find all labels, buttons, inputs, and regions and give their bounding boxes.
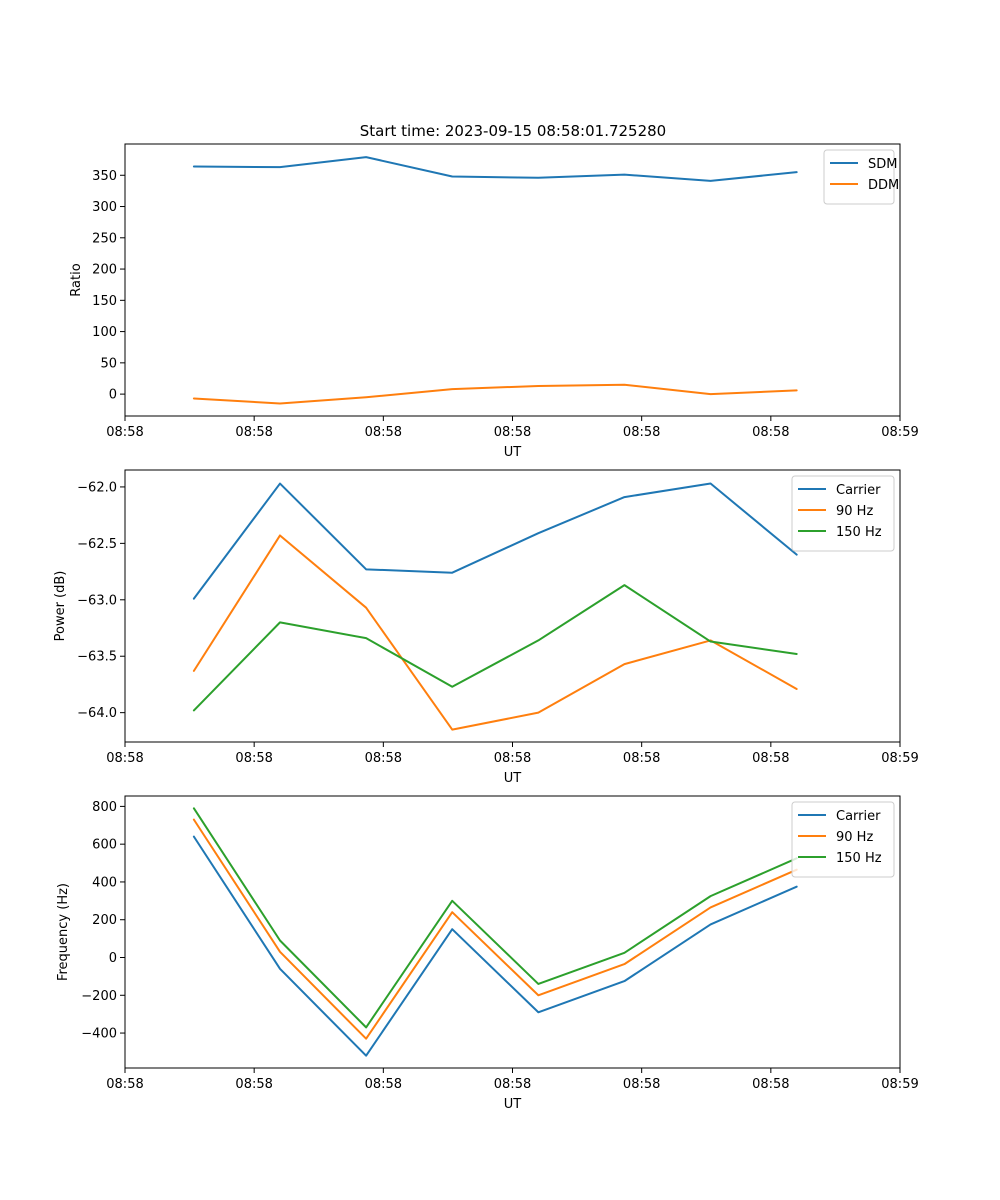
panel-power: 08:58 08:58 08:58 08:58 08:58 08:58 08:59 −64.0… (53, 469, 919, 786)
series-line-carrier (192, 835, 798, 1057)
y-axis-label: Power (dB) (53, 571, 68, 642)
x-tick-label: 08:59 (881, 425, 918, 440)
x-tick-label: 08:58 (365, 1077, 402, 1092)
y-axis-label: Frequency (Hz) (56, 883, 71, 981)
x-axis-label: UT (504, 1097, 522, 1112)
y-tick-label: −400 (81, 1027, 117, 1042)
x-tick-label: 08:58 (494, 1077, 531, 1092)
series-line-150-hz (192, 584, 798, 712)
legend-label: 90 Hz (836, 830, 873, 845)
y-tick-label: 150 (92, 294, 117, 309)
y-tick-label: 0 (109, 388, 117, 403)
legend-label: 150 Hz (836, 525, 882, 540)
legend-box (791, 475, 895, 552)
x-tick-label: 08:58 (623, 425, 660, 440)
legend-label: Carrier (836, 483, 881, 498)
x-tick-label: 08:58 (752, 425, 789, 440)
y-tick-label: 800 (92, 800, 117, 815)
panel-frequency: 08:58 08:58 08:58 08:58 08:58 08:58 08:59 −400 −… (56, 795, 919, 1112)
series-line-90-hz (192, 818, 798, 1040)
y-tick-label: 100 (92, 325, 117, 340)
legend-label: 150 Hz (836, 851, 882, 866)
legend-label: Carrier (836, 809, 881, 824)
y-tick-label: 300 (92, 200, 117, 215)
y-tick-label: 0 (109, 951, 117, 966)
legend: SDM DDM (823, 149, 899, 205)
series-line-sdm (192, 156, 798, 182)
x-axis-label: UT (504, 771, 522, 786)
y-tick-label: 250 (92, 231, 117, 246)
x-tick-label: 08:58 (235, 425, 272, 440)
plot-frame (124, 795, 901, 1069)
y-tick-label: −200 (81, 989, 117, 1004)
x-tick-label: 08:58 (494, 425, 531, 440)
x-tick-label: 08:58 (623, 751, 660, 766)
series-line-ddm (192, 383, 798, 405)
legend: Carrier 90 Hz 150 Hz (791, 801, 895, 878)
x-tick-label: 08:58 (365, 425, 402, 440)
y-tick-label: 400 (92, 875, 117, 890)
panel-ratio: 08:58 08:58 08:58 08:58 08:58 08:58 08:59 0 50 10… (69, 143, 919, 460)
panels: 08:58 08:58 08:58 08:58 08:58 08:58 08:59 0 50 10… (53, 143, 919, 1112)
x-axis-label: UT (504, 445, 522, 460)
y-tick-label: −64.0 (77, 706, 117, 721)
y-tick-label: −62.5 (77, 537, 117, 552)
legend-box (791, 801, 895, 878)
x-tick-label: 08:58 (235, 751, 272, 766)
y-tick-label: −63.0 (77, 593, 117, 608)
x-tick-label: 08:58 (494, 751, 531, 766)
x-tick-label: 08:58 (752, 1077, 789, 1092)
x-tick-label: 08:59 (881, 1077, 918, 1092)
y-tick-label: 200 (92, 913, 117, 928)
series-line-carrier (192, 482, 798, 600)
y-tick-label: 600 (92, 838, 117, 853)
x-tick-label: 08:58 (365, 751, 402, 766)
y-axis-label: Ratio (69, 263, 84, 296)
x-tick-label: 08:58 (106, 1077, 143, 1092)
series-line-150-hz (192, 807, 798, 1029)
y-tick-label: 350 (92, 169, 117, 184)
plot-frame (124, 469, 901, 743)
x-tick-label: 08:59 (881, 751, 918, 766)
legend: Carrier 90 Hz 150 Hz (791, 475, 895, 552)
figure-title: Start time: 2023-09-15 08:58:01.725280 (360, 122, 666, 140)
legend-label: SDM (868, 157, 897, 172)
legend-label: 90 Hz (836, 504, 873, 519)
x-tick-label: 08:58 (235, 1077, 272, 1092)
x-tick-label: 08:58 (623, 1077, 660, 1092)
x-tick-label: 08:58 (752, 751, 789, 766)
y-tick-label: 50 (100, 356, 117, 371)
y-tick-label: 200 (92, 263, 117, 278)
y-tick-label: −63.5 (77, 650, 117, 665)
legend-label: DDM (868, 178, 899, 193)
series-line-90-hz (192, 534, 798, 731)
x-tick-label: 08:58 (106, 425, 143, 440)
plot-frame (124, 143, 901, 417)
y-tick-label: −62.0 (77, 480, 117, 495)
x-tick-label: 08:58 (106, 751, 143, 766)
